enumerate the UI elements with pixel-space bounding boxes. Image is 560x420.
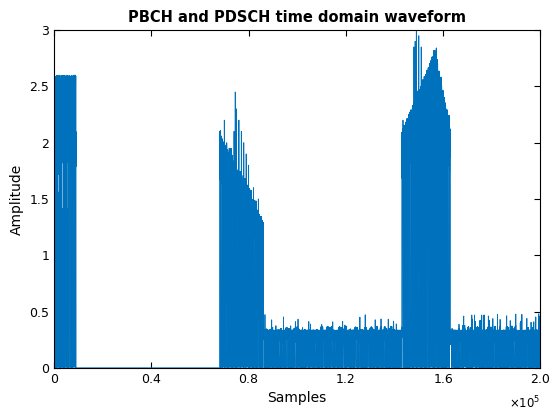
Title: PBCH and PDSCH time domain waveform: PBCH and PDSCH time domain waveform <box>128 10 466 25</box>
Y-axis label: Amplitude: Amplitude <box>10 163 24 234</box>
X-axis label: Samples: Samples <box>268 391 327 405</box>
Text: $\times10^5$: $\times10^5$ <box>509 395 540 412</box>
